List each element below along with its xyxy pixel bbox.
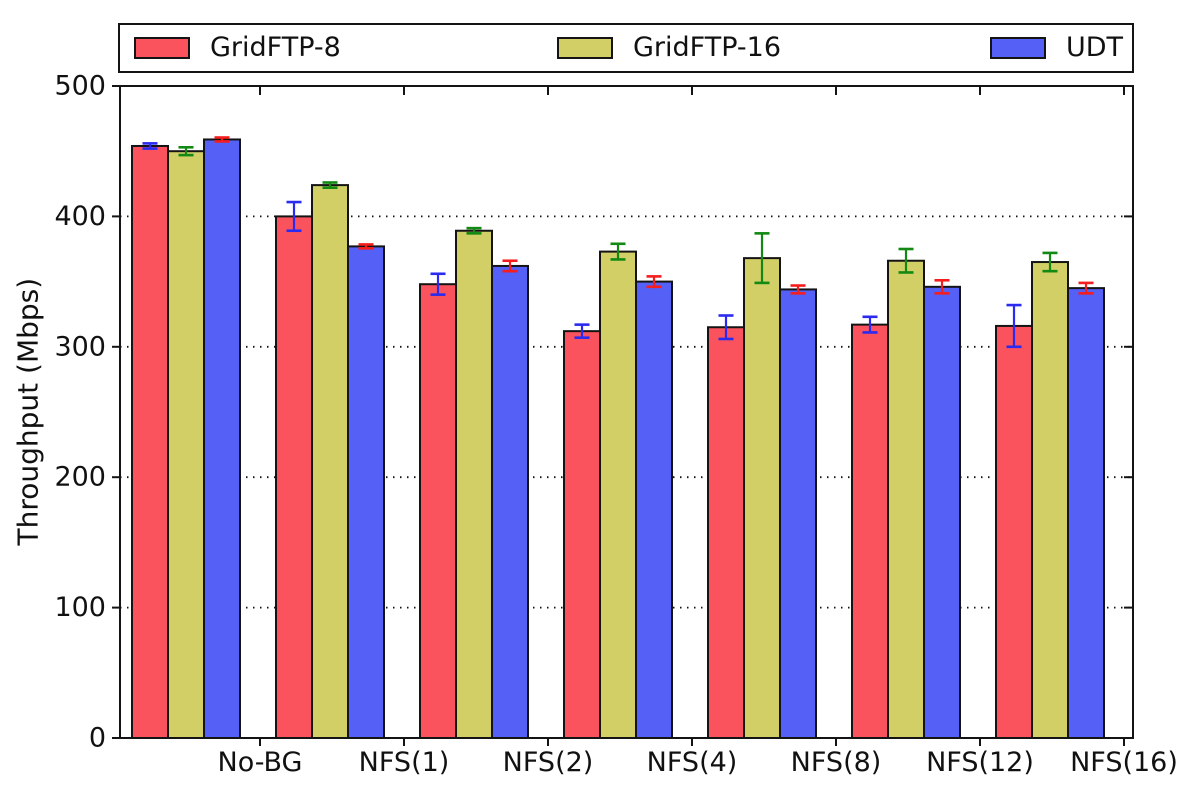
x-tick-label: No-BG [218, 747, 303, 778]
y-axis-title: Throughput (Mbps) [11, 277, 45, 546]
x-tick-label: NFS(12) [926, 747, 1034, 778]
legend: GridFTP-8 GridFTP-16 UDT [118, 23, 1134, 73]
bar-gridftp-16-nfs(1) [311, 184, 349, 739]
bar-udt-nfs(12) [923, 285, 961, 739]
y-tick-label: 500 [54, 71, 106, 102]
bar-udt-nfs(16) [1067, 287, 1105, 739]
bar-gridftp-8-nfs(4) [563, 330, 601, 739]
legend-label-gridftp-8: GridFTP-8 [210, 32, 341, 63]
bar-gridftp-16-nfs(12) [887, 259, 925, 739]
bar-udt-nfs(4) [635, 280, 673, 739]
bar-gridftp-16-nfs(4) [599, 250, 637, 739]
bar-gridftp-16-nfs(8) [743, 257, 781, 739]
bar-gridftp-16-nfs(16) [1031, 261, 1069, 739]
bar-gridftp-16-no-bg [167, 150, 205, 739]
y-tick-label: 400 [54, 201, 106, 232]
legend-label-udt: UDT [1066, 32, 1124, 63]
x-tick-label: NFS(4) [647, 747, 738, 778]
y-tick-label: 300 [54, 331, 106, 362]
legend-item-gridftp-8: GridFTP-8 [134, 25, 341, 71]
y-tick-label: 0 [89, 723, 106, 754]
bar-gridftp-8-nfs(2) [419, 283, 457, 739]
plot-border [119, 85, 1134, 739]
bar-udt-nfs(8) [779, 288, 817, 739]
bar-gridftp-8-nfs(8) [707, 326, 745, 739]
bar-udt-no-bg [203, 138, 241, 740]
bar-gridftp-8-nfs(12) [851, 323, 889, 739]
legend-swatch-udt [990, 37, 1046, 59]
legend-label-gridftp-16: GridFTP-16 [633, 32, 781, 63]
y-tick-label: 100 [54, 592, 106, 623]
legend-swatch-gridftp-16 [557, 37, 613, 59]
x-tick-label: NFS(2) [503, 747, 594, 778]
bar-gridftp-8-nfs(1) [275, 215, 313, 739]
y-tick-label: 200 [54, 462, 106, 493]
x-tick-label: NFS(16) [1070, 747, 1178, 778]
legend-item-udt: UDT [990, 25, 1123, 71]
legend-item-gridftp-16: GridFTP-16 [557, 25, 781, 71]
x-tick-label: NFS(1) [359, 747, 450, 778]
bar-gridftp-8-no-bg [131, 144, 169, 739]
bar-udt-nfs(2) [491, 264, 529, 739]
bar-udt-nfs(1) [347, 245, 385, 739]
bar-gridftp-16-nfs(2) [455, 229, 493, 740]
bar-gridftp-8-nfs(16) [995, 324, 1033, 739]
legend-swatch-gridftp-8 [134, 37, 190, 59]
x-tick-label: NFS(8) [791, 747, 882, 778]
